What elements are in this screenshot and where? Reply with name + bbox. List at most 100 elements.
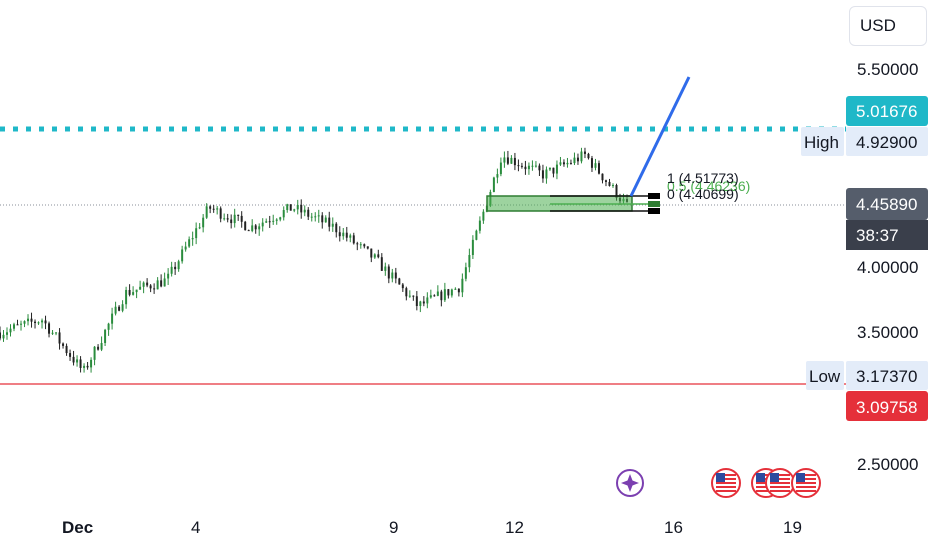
target-price-value: 5.01676 bbox=[856, 102, 917, 121]
candle-body bbox=[261, 222, 264, 227]
us-flag-event-icon[interactable] bbox=[711, 468, 741, 498]
candle-body bbox=[34, 321, 37, 323]
candle-body bbox=[461, 278, 464, 293]
candle-body bbox=[62, 343, 65, 346]
candle-body bbox=[195, 228, 198, 239]
trend-line[interactable] bbox=[629, 76, 691, 197]
candle-body bbox=[342, 232, 345, 237]
candle-body bbox=[394, 272, 397, 279]
candle-body bbox=[314, 216, 317, 218]
candle-body bbox=[573, 157, 576, 164]
candle-body bbox=[310, 216, 313, 218]
candle-body bbox=[174, 266, 177, 270]
candle-body bbox=[275, 219, 278, 221]
candle-body bbox=[373, 254, 376, 258]
candles-group bbox=[0, 147, 628, 373]
candle-body bbox=[2, 334, 5, 339]
candle-body bbox=[48, 323, 51, 334]
candle-body bbox=[324, 217, 327, 223]
candle-body bbox=[230, 219, 233, 224]
candle-body bbox=[464, 267, 467, 279]
candle-body bbox=[51, 332, 54, 334]
candle-body bbox=[307, 209, 310, 217]
candle-body bbox=[520, 165, 523, 167]
candle-body bbox=[219, 208, 222, 219]
candle-body bbox=[188, 239, 191, 247]
low-label-tag bbox=[806, 361, 844, 390]
candle-body bbox=[559, 162, 562, 165]
candle-body bbox=[492, 177, 495, 192]
candle-body bbox=[468, 255, 471, 268]
candle-body bbox=[363, 244, 366, 247]
candle-body bbox=[436, 291, 439, 296]
candle-body bbox=[58, 332, 61, 344]
candle-body bbox=[69, 353, 72, 357]
countdown-tag bbox=[846, 220, 928, 250]
candle-body bbox=[191, 238, 194, 240]
us-flag-event-icon[interactable] bbox=[791, 468, 821, 498]
candle-body bbox=[223, 218, 226, 220]
candle-body bbox=[258, 226, 261, 230]
price-axis-bg bbox=[846, 0, 932, 510]
candle-body bbox=[510, 157, 513, 164]
high-value-tag bbox=[846, 127, 928, 156]
candle-body bbox=[590, 158, 593, 168]
candle-body bbox=[216, 208, 219, 210]
candle-body bbox=[121, 304, 124, 311]
candle-body bbox=[233, 214, 236, 224]
candle-body bbox=[370, 248, 373, 258]
price-tick-3-5: 3.50000 bbox=[857, 323, 918, 342]
candle-body bbox=[139, 286, 142, 290]
candle-body bbox=[240, 215, 243, 222]
currency-label: USD bbox=[860, 16, 896, 35]
time-label-16: 16 bbox=[664, 518, 683, 537]
candle-body bbox=[475, 230, 478, 240]
candle-body bbox=[615, 185, 618, 198]
candle-body bbox=[349, 235, 352, 238]
candle-body bbox=[552, 167, 555, 174]
target-price-tag bbox=[846, 96, 928, 126]
candle-body bbox=[408, 295, 411, 297]
candle-body bbox=[118, 306, 121, 311]
fib-handle-1[interactable] bbox=[648, 193, 660, 199]
candle-body bbox=[13, 324, 16, 329]
candle-body bbox=[401, 284, 404, 289]
candle-body bbox=[202, 217, 205, 228]
candle-body bbox=[583, 151, 586, 154]
high-label-tag bbox=[801, 127, 844, 156]
candle-body bbox=[429, 295, 432, 298]
candle-body bbox=[527, 165, 530, 170]
candle-body bbox=[289, 204, 292, 211]
candle-body bbox=[601, 173, 604, 181]
candle-body bbox=[153, 288, 156, 290]
ideas-event-icon[interactable] bbox=[616, 469, 644, 497]
candle-body bbox=[513, 157, 516, 166]
candle-body bbox=[90, 359, 93, 368]
candle-body bbox=[541, 170, 544, 179]
candle-body bbox=[608, 181, 611, 186]
candle-body bbox=[338, 232, 341, 237]
candle-body bbox=[41, 320, 44, 323]
candle-body bbox=[286, 204, 289, 211]
candle-body bbox=[97, 346, 100, 350]
candle-body bbox=[576, 157, 579, 162]
fib-handle-0[interactable] bbox=[648, 208, 660, 214]
candle-body bbox=[443, 289, 446, 301]
candle-body bbox=[293, 209, 296, 211]
candle-body bbox=[377, 254, 380, 258]
candle-body bbox=[471, 239, 474, 256]
candle-body bbox=[163, 278, 166, 287]
us-flag-event-icon[interactable] bbox=[765, 468, 795, 498]
candle-body bbox=[517, 165, 520, 167]
candle-body bbox=[398, 278, 401, 285]
price-tick-2-5: 2.50000 bbox=[857, 455, 918, 474]
currency-button[interactable]: USD bbox=[849, 6, 927, 46]
time-label-12: 12 bbox=[505, 518, 524, 537]
fib-level-1-label: 1 (4.51773) bbox=[667, 170, 739, 186]
low-label: Low bbox=[809, 367, 841, 386]
candle-body bbox=[580, 151, 583, 162]
fib-handle-mid[interactable] bbox=[648, 201, 660, 207]
candle-body bbox=[569, 162, 572, 164]
